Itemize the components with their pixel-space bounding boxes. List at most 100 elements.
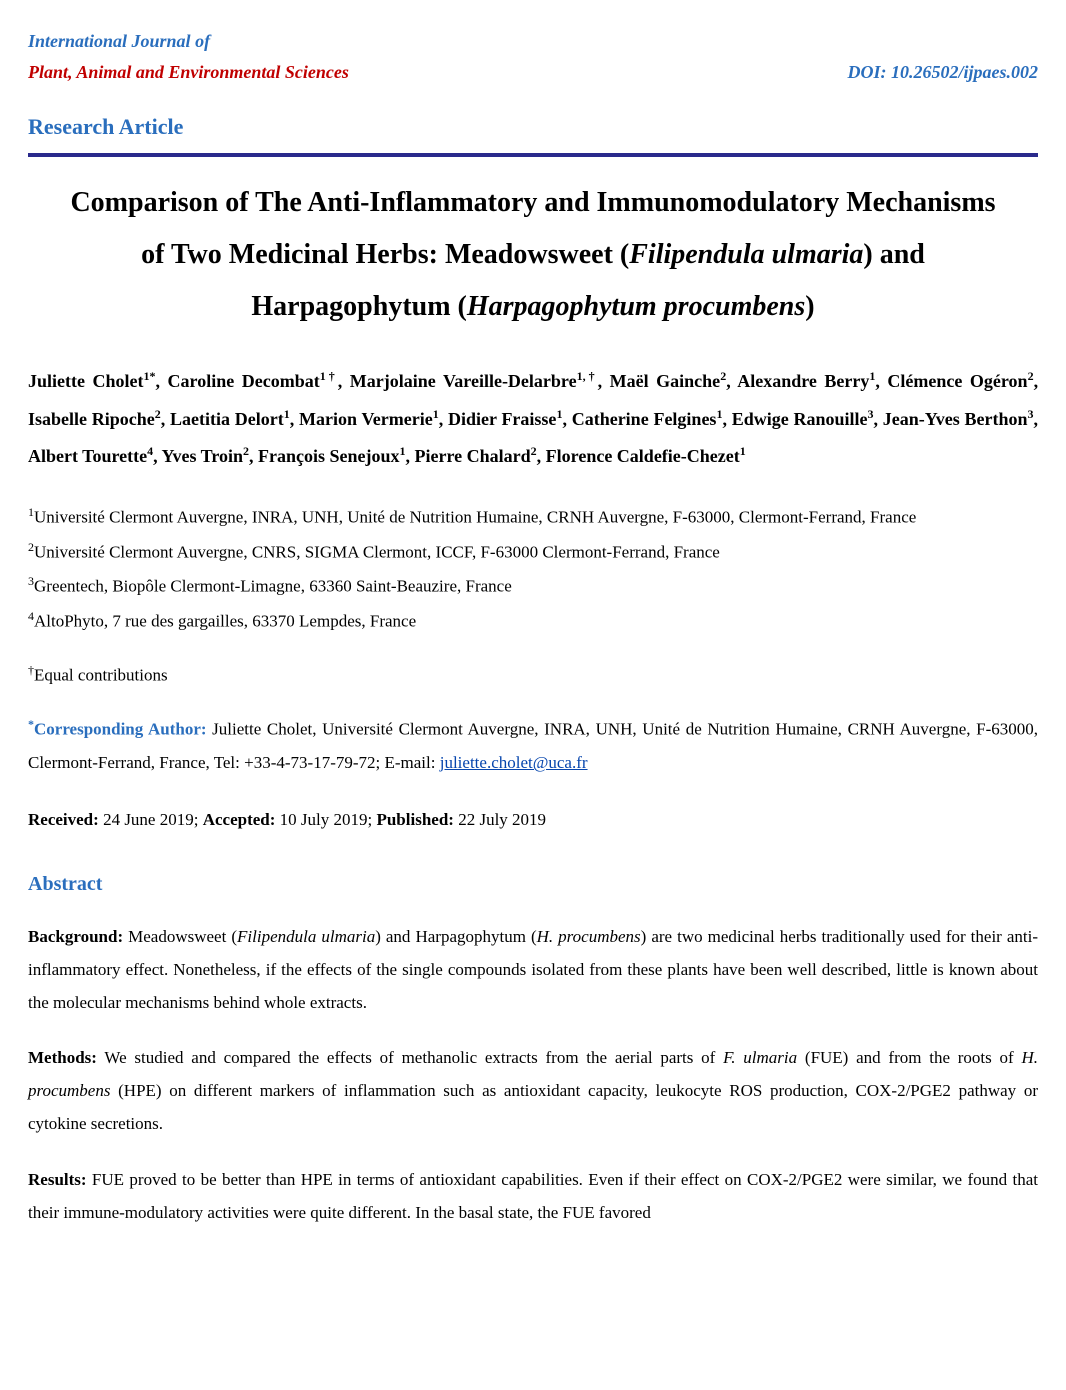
author: Didier Fraisse1 [448, 409, 562, 429]
corresponding-author: *Corresponding Author: Juliette Cholet, … [28, 712, 1038, 781]
title-italic-1: Filipendula ulmaria [629, 239, 863, 270]
publication-dates: Received: 24 June 2019; Accepted: 10 Jul… [28, 804, 1038, 836]
author-name: Florence Caldefie-Chezet [546, 446, 740, 466]
methods-p1: We studied and compared the effects of m… [97, 1048, 723, 1067]
affiliations-list: 1Université Clermont Auvergne, INRA, UNH… [28, 500, 1038, 639]
author: Catherine Felgines1 [572, 409, 723, 429]
author: Albert Tourette4 [28, 446, 153, 466]
results-label: Results: [28, 1170, 87, 1189]
author-affil-sup: 3 [1028, 407, 1034, 421]
title-part3: ) [805, 291, 814, 322]
author-affil-sup: 4 [147, 444, 153, 458]
background-label: Background: [28, 927, 123, 946]
published-date: 22 July 2019 [454, 810, 546, 829]
author: Isabelle Ripoche2 [28, 409, 161, 429]
received-label: Received: [28, 810, 99, 829]
abstract-methods: Methods: We studied and compared the eff… [28, 1041, 1038, 1140]
affiliation: 2Université Clermont Auvergne, CNRS, SIG… [28, 535, 1038, 570]
author: Maël Gainche2 [610, 371, 727, 391]
journal-name-line2: Plant, Animal and Environmental Sciences [28, 55, 349, 89]
authors-list: Juliette Cholet1*, Caroline Decombat1†, … [28, 363, 1038, 476]
affiliation: 3Greentech, Biopôle Clermont-Limagne, 63… [28, 569, 1038, 604]
author-affil-sup: 2 [1028, 369, 1034, 383]
author-name: Laetitia Delort [170, 409, 284, 429]
affiliation: 4AltoPhyto, 7 rue des gargailles, 63370 … [28, 604, 1038, 639]
author: Edwige Ranouille3 [732, 409, 874, 429]
author: François Senejoux1 [258, 446, 406, 466]
journal-header-row2: Plant, Animal and Environmental Sciences… [28, 55, 1038, 89]
author-name: Edwige Ranouille [732, 409, 868, 429]
abstract-background: Background: Meadowsweet (Filipendula ulm… [28, 920, 1038, 1019]
author: Pierre Chalard2 [415, 446, 537, 466]
background-p2: ) and Harpagophytum ( [375, 927, 536, 946]
author-affil-sup: 2 [155, 407, 161, 421]
author: Caroline Decombat1† [168, 371, 338, 391]
author-name: Catherine Felgines [572, 409, 717, 429]
author-name: Juliette Cholet [28, 371, 144, 391]
author-affil-sup: 1 [433, 407, 439, 421]
affiliation-text: Greentech, Biopôle Clermont-Limagne, 633… [34, 577, 512, 596]
author-affil-sup: 1 [400, 444, 406, 458]
author-name: Marjolaine Vareille-Delarbre [350, 371, 577, 391]
author-name: Jean-Yves Berthon [883, 409, 1028, 429]
author: Laetitia Delort1 [170, 409, 290, 429]
author: Alexandre Berry1 [737, 371, 875, 391]
paper-title: Comparison of The Anti-Inflammatory and … [58, 177, 1008, 332]
corresponding-email[interactable]: juliette.cholet@uca.fr [440, 753, 588, 772]
author-affil-sup: 2 [531, 444, 537, 458]
author-affil-sup: 2 [720, 369, 726, 383]
background-p1: Meadowsweet ( [123, 927, 237, 946]
doi-text: DOI: 10.26502/ijpaes.002 [848, 55, 1039, 89]
affiliation-text: AltoPhyto, 7 rue des gargailles, 63370 L… [34, 612, 416, 631]
methods-p3: (HPE) on different markers of inflammati… [28, 1081, 1038, 1133]
author-name: Marion Vermerie [299, 409, 433, 429]
author-name: Alexandre Berry [737, 371, 869, 391]
author: Marjolaine Vareille-Delarbre1,† [350, 371, 598, 391]
corresponding-label: Corresponding Author: [34, 719, 207, 738]
equal-contrib-text: Equal contributions [34, 665, 168, 684]
methods-p2: (FUE) and from the roots of [797, 1048, 1021, 1067]
author-name: Albert Tourette [28, 446, 147, 466]
background-i2: H. procumbens [537, 927, 641, 946]
author-name: Pierre Chalard [415, 446, 531, 466]
methods-label: Methods: [28, 1048, 97, 1067]
author: Clémence Ogéron2 [887, 371, 1033, 391]
author-affil-sup: 1 [556, 407, 562, 421]
author: Florence Caldefie-Chezet1 [546, 446, 746, 466]
author-name: Caroline Decombat [168, 371, 320, 391]
journal-name-line1: International Journal of [28, 30, 1038, 53]
published-label: Published: [376, 810, 453, 829]
abstract-results: Results: FUE proved to be better than HP… [28, 1163, 1038, 1229]
author-name: Didier Fraisse [448, 409, 556, 429]
author-name: François Senejoux [258, 446, 400, 466]
author-affil-sup: 3 [868, 407, 874, 421]
background-i1: Filipendula ulmaria [237, 927, 375, 946]
author: Juliette Cholet1* [28, 371, 156, 391]
author-affil-sup: 1 [869, 369, 875, 383]
affiliation-text: Université Clermont Auvergne, CNRS, SIGM… [34, 542, 720, 561]
results-text: FUE proved to be better than HPE in term… [28, 1170, 1038, 1222]
affiliation: 1Université Clermont Auvergne, INRA, UNH… [28, 500, 1038, 535]
author-affil-sup: 1 [716, 407, 722, 421]
author-affil-sup: 1* [144, 369, 156, 383]
article-type: Research Article [28, 106, 1038, 148]
title-italic-2: Harpagophytum procumbens [467, 291, 805, 322]
author-affil-sup: 1 [284, 407, 290, 421]
author-affil-sup: 1 [740, 444, 746, 458]
equal-contributions: †Equal contributions [28, 659, 1038, 692]
author: Marion Vermerie1 [299, 409, 439, 429]
author-name: Clémence Ogéron [887, 371, 1027, 391]
affiliation-text: Université Clermont Auvergne, INRA, UNH,… [34, 508, 916, 527]
author-affil-sup: 2 [243, 444, 249, 458]
author-affil-sup: 1,† [577, 369, 598, 383]
author-affil-sup: 1† [320, 369, 338, 383]
author-name: Isabelle Ripoche [28, 409, 155, 429]
journal-header: International Journal of Plant, Animal a… [28, 30, 1038, 90]
author: Jean-Yves Berthon3 [883, 409, 1034, 429]
received-date: 24 June 2019; [99, 810, 203, 829]
header-rule [28, 153, 1038, 157]
author-name: Maël Gainche [610, 371, 721, 391]
author: Yves Troin2 [162, 446, 250, 466]
methods-i1: F. ulmaria [723, 1048, 797, 1067]
abstract-heading: Abstract [28, 865, 1038, 903]
